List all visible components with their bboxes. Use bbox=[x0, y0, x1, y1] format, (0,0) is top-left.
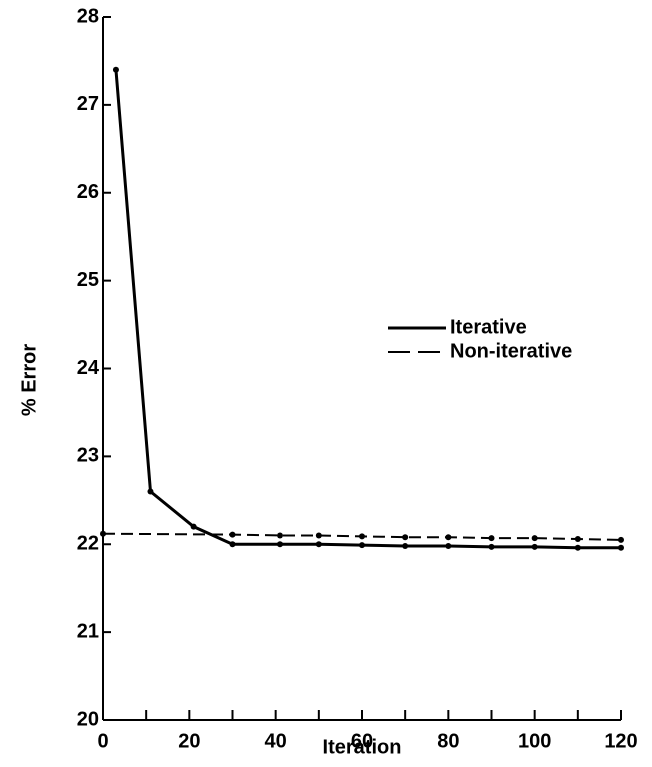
x-tick-label: 40 bbox=[265, 730, 287, 752]
x-tick-label: 100 bbox=[518, 730, 551, 752]
x-tick-label: 20 bbox=[178, 730, 200, 752]
point bbox=[229, 541, 236, 548]
point bbox=[445, 543, 452, 550]
point bbox=[574, 544, 581, 551]
y-tick-label: 27 bbox=[77, 93, 99, 115]
y-tick-label: 24 bbox=[77, 357, 100, 379]
point bbox=[229, 531, 236, 538]
x-tick-label: 80 bbox=[437, 730, 459, 752]
y-axis-label: % Error bbox=[18, 344, 40, 416]
legend-label: Non-iterative bbox=[450, 340, 572, 362]
x-tick-label: 60 bbox=[351, 730, 373, 752]
point bbox=[276, 532, 283, 539]
point bbox=[531, 543, 538, 550]
point bbox=[276, 541, 283, 548]
point bbox=[488, 543, 495, 550]
point bbox=[445, 534, 452, 541]
point bbox=[618, 536, 624, 543]
point bbox=[359, 533, 365, 540]
point bbox=[402, 543, 409, 550]
x-tick-label: 120 bbox=[604, 730, 637, 752]
point bbox=[531, 535, 538, 542]
point bbox=[315, 541, 322, 548]
y-tick-label: 21 bbox=[77, 620, 99, 642]
y-tick-label: 23 bbox=[77, 445, 99, 467]
y-tick-label: 28 bbox=[77, 5, 99, 27]
x-axis-label: Iteration bbox=[323, 736, 402, 758]
point bbox=[100, 530, 106, 537]
point bbox=[147, 488, 154, 495]
y-tick-label: 20 bbox=[77, 708, 99, 730]
series-line bbox=[114, 69, 621, 550]
point bbox=[402, 534, 409, 541]
point bbox=[574, 535, 581, 542]
point bbox=[488, 535, 495, 542]
point bbox=[618, 544, 624, 551]
point bbox=[315, 532, 322, 539]
y-tick-label: 25 bbox=[77, 269, 99, 291]
y-tick-label: 22 bbox=[77, 533, 99, 555]
point bbox=[190, 523, 197, 530]
point bbox=[359, 542, 365, 549]
x-tick-label: 0 bbox=[97, 730, 108, 752]
y-tick-label: 26 bbox=[77, 181, 99, 203]
point bbox=[112, 66, 119, 73]
legend-label: Iterative bbox=[450, 316, 527, 338]
